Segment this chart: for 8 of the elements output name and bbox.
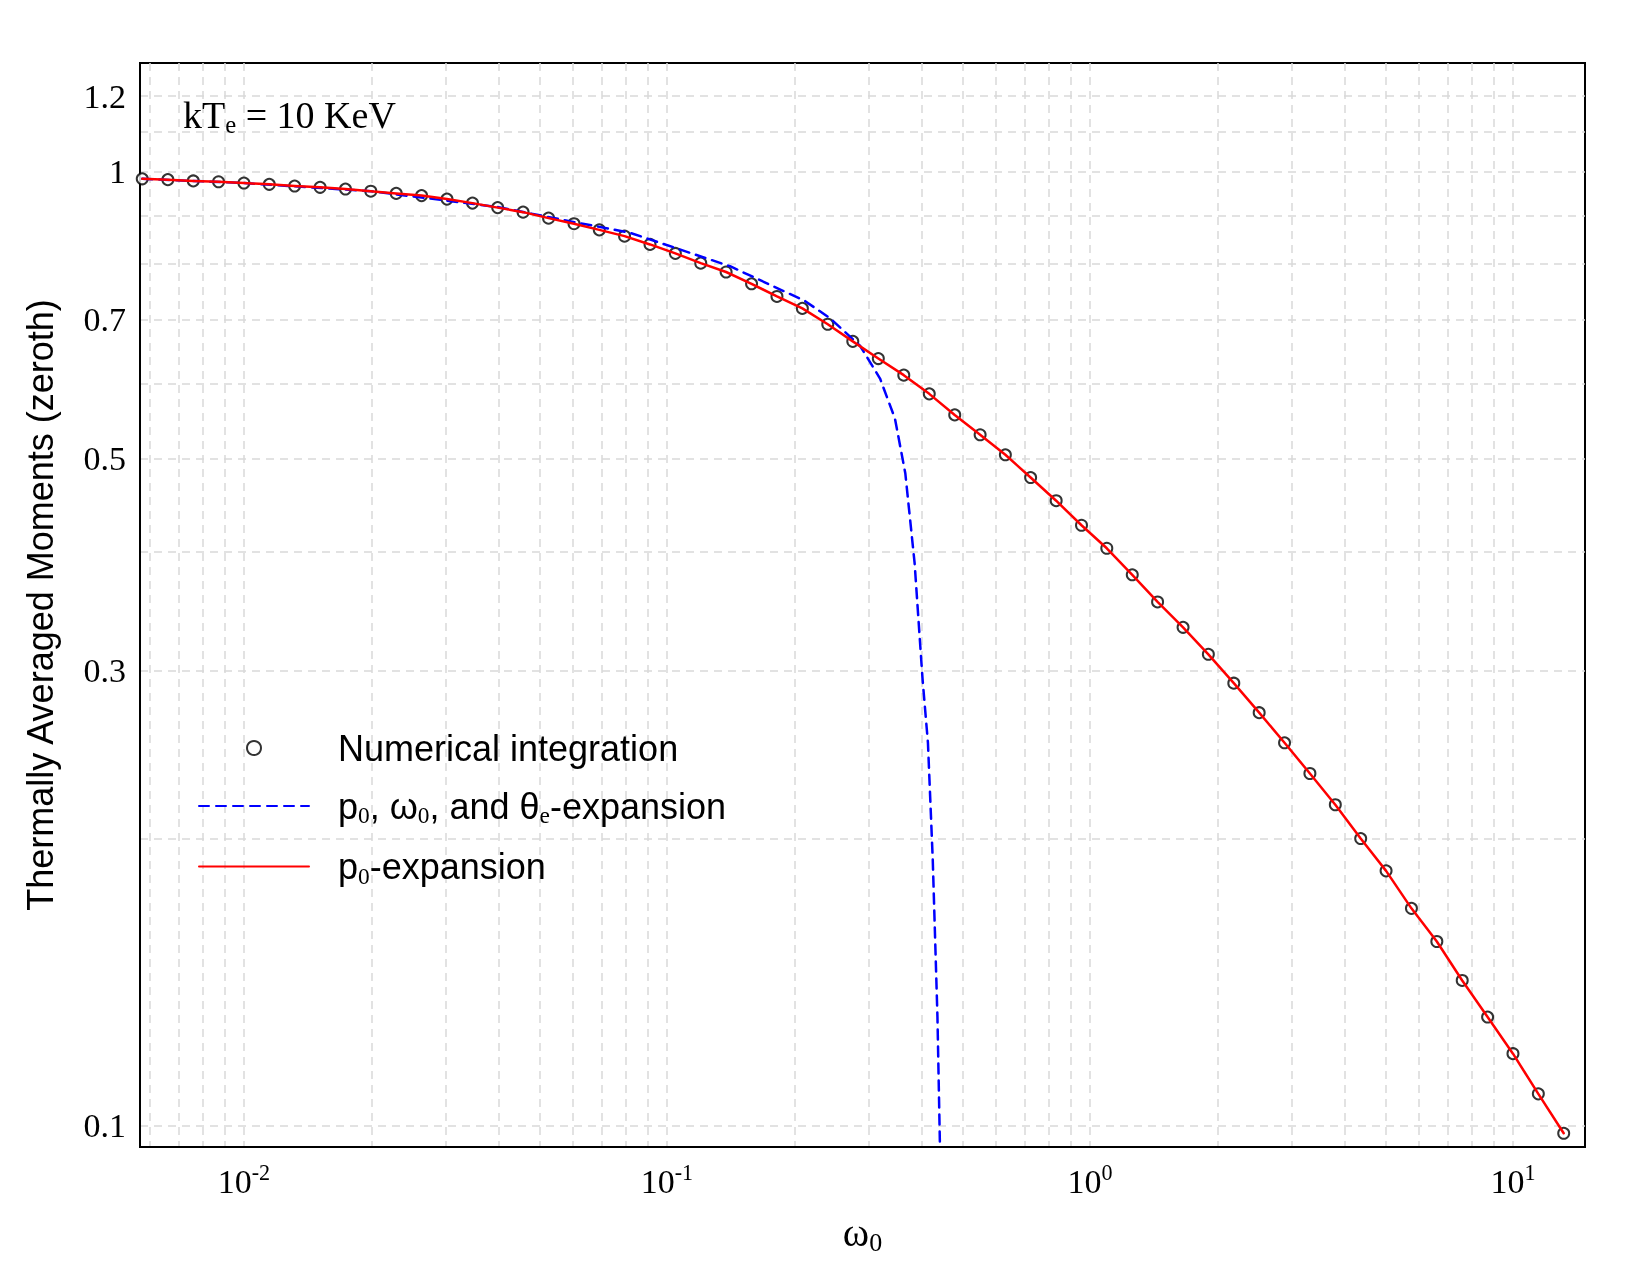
y-tick-label: 0.1 — [83, 1107, 126, 1145]
y-tick-label: 0.3 — [83, 652, 126, 690]
legend-label: Numerical integration — [338, 727, 679, 769]
y-axis-title: Thermally Averaged Moments (zeroth) — [19, 299, 61, 911]
y-tick-label: 1 — [109, 153, 126, 191]
y-tick-label: 0.7 — [83, 300, 126, 338]
y-tick-label: 1.2 — [83, 77, 126, 115]
y-tick-label: 0.5 — [83, 440, 126, 478]
